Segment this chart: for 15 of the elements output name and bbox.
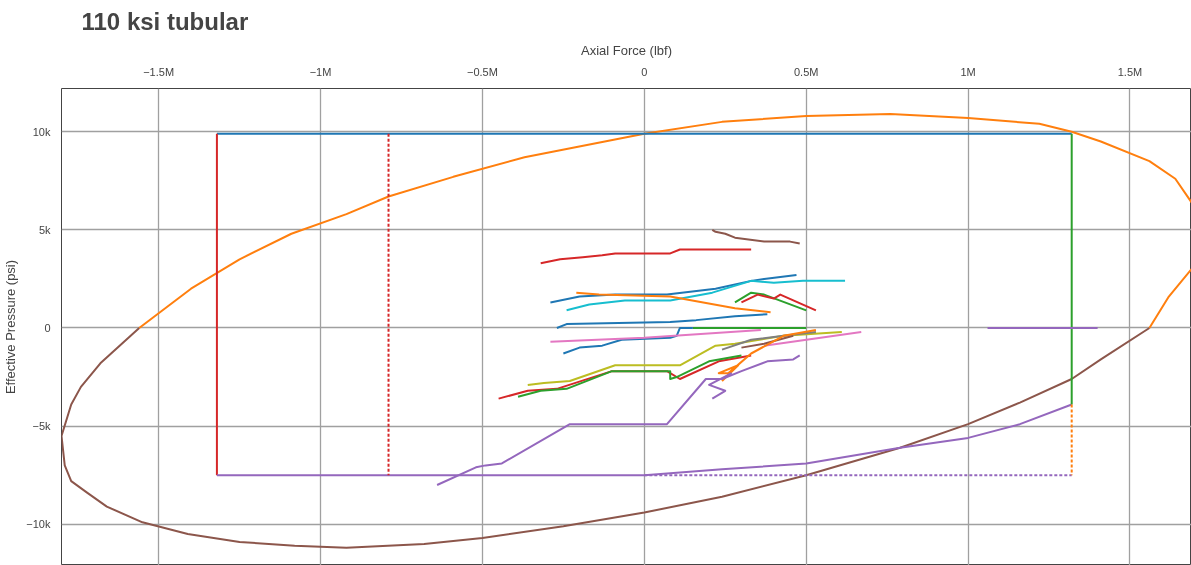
x-tick-label: 0 [641, 65, 648, 78]
x-tick-label: 0.5M [793, 65, 819, 78]
chart-title: 110 ksi tubular [81, 7, 249, 35]
x-tick-label: 1M [960, 65, 976, 78]
y-axis-title: Effective Pressure (psi) [3, 259, 19, 395]
x-tick-label: −1M [309, 65, 332, 78]
x-tick-label: −1.5M [143, 65, 175, 78]
x-axis-title: Axial Force (lbf) [580, 42, 673, 58]
y-tick-label: −10k [26, 518, 51, 531]
x-tick-label: −0.5M [466, 65, 498, 78]
y-tick-label: 10k [32, 125, 51, 138]
y-tick-label: −5k [32, 420, 51, 433]
y-tick-label: 5k [38, 223, 51, 236]
y-tick-label: 0 [44, 321, 51, 334]
x-tick-label: 1.5M [1117, 65, 1143, 78]
